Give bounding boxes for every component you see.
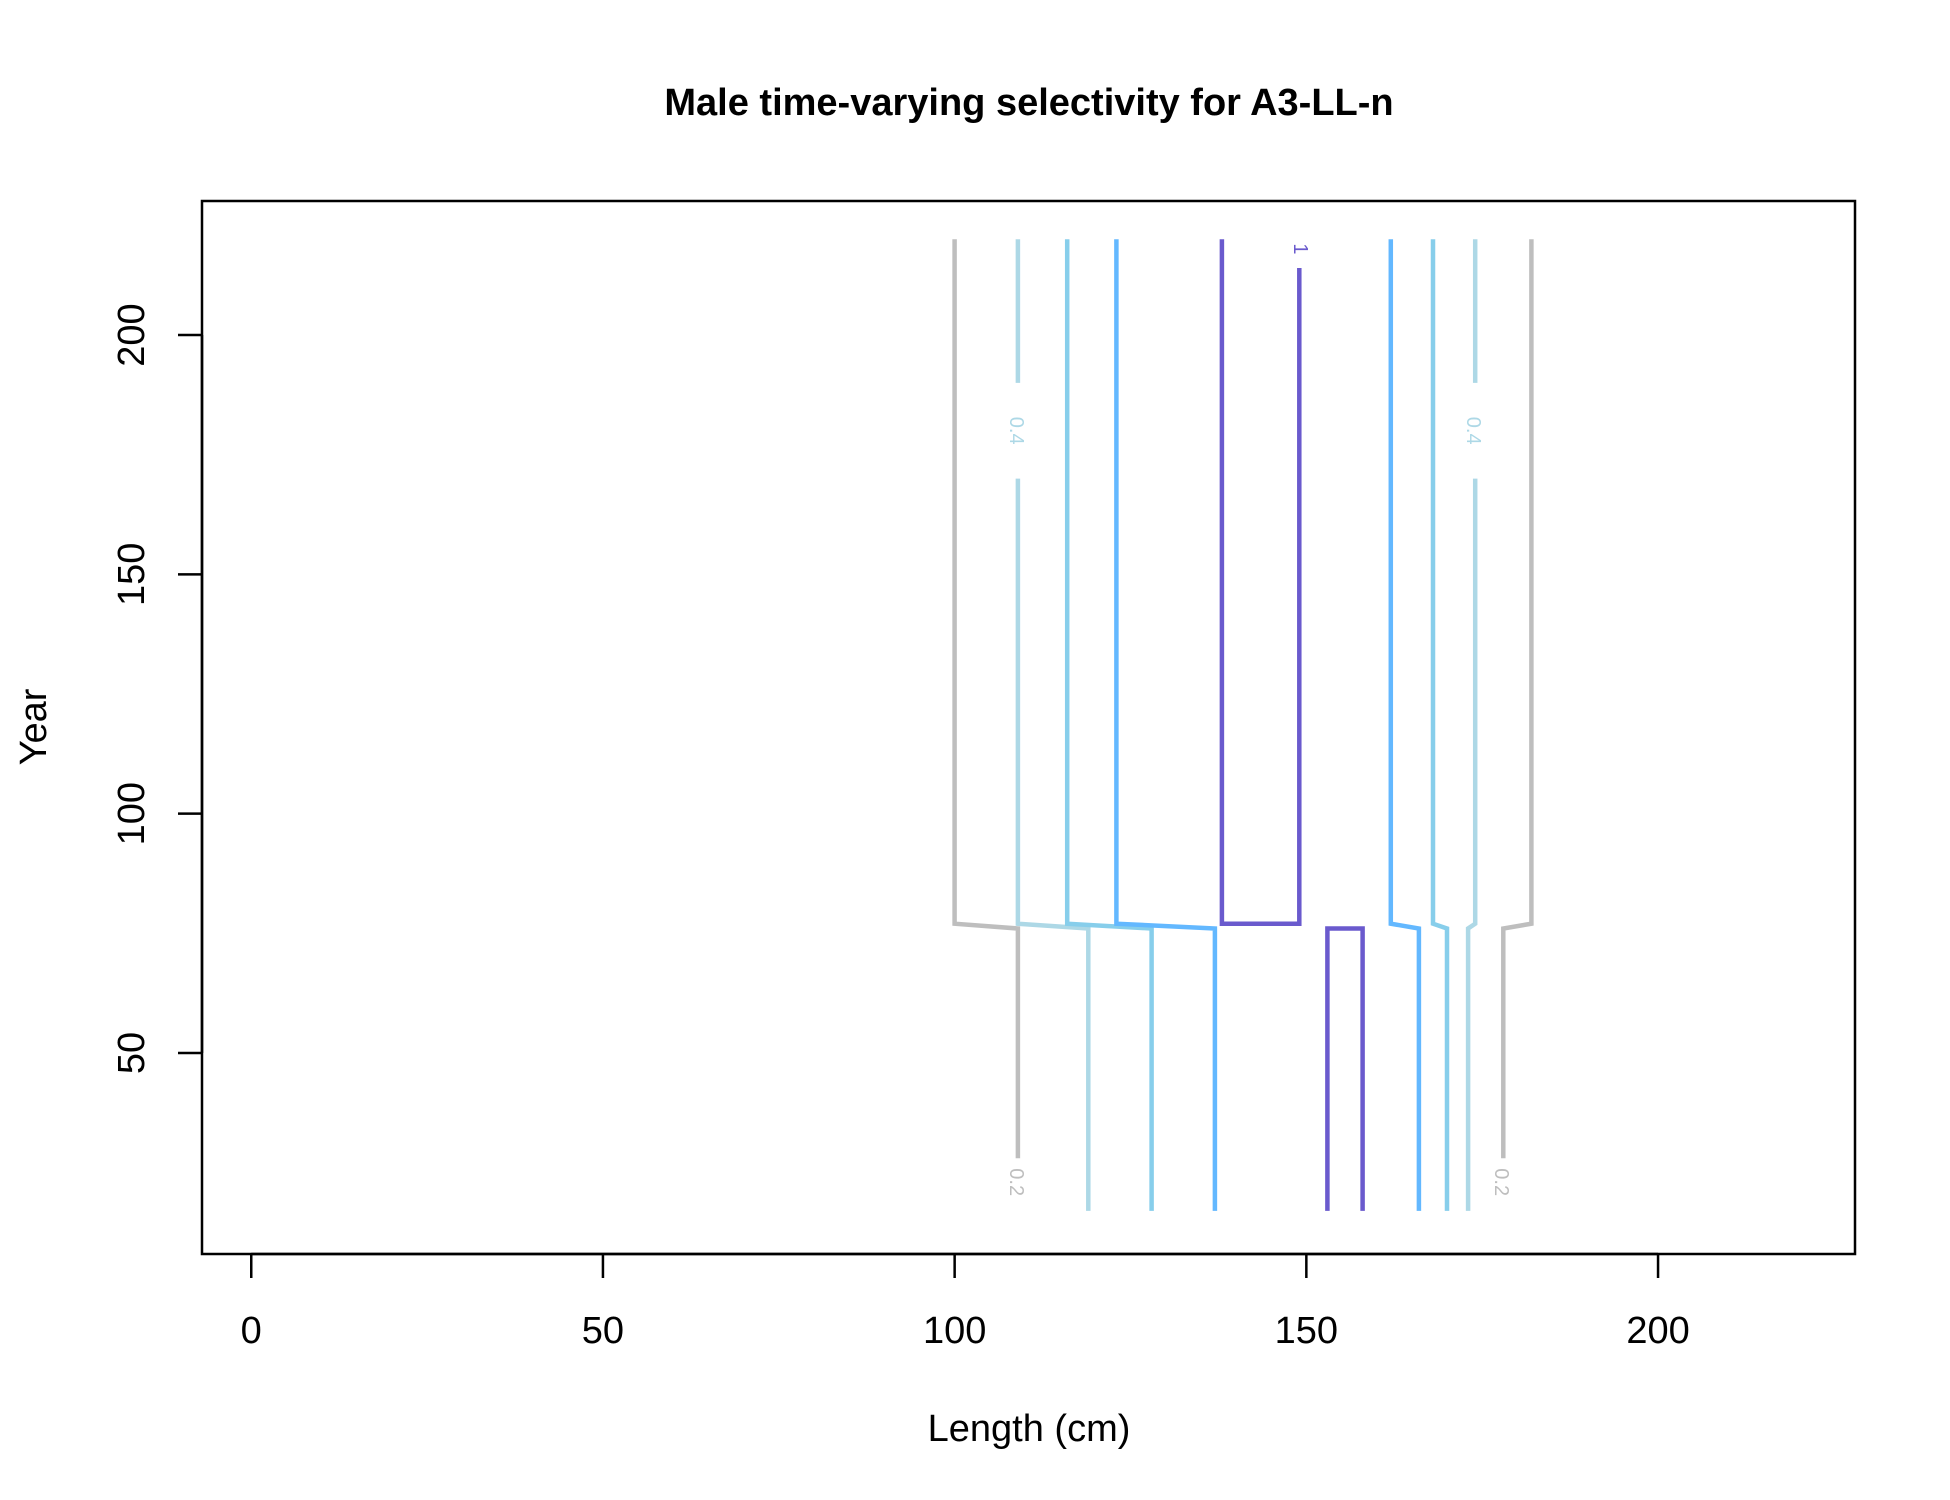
contour-lines — [952, 239, 1534, 1211]
y-axis-label: Year — [13, 688, 55, 765]
contour-line-0-4 — [1465, 478, 1478, 1211]
contour-label: 0.2 — [1005, 1168, 1027, 1196]
y-tick-label: 50 — [111, 1032, 153, 1074]
x-tick-label: 150 — [1275, 1310, 1338, 1352]
contour-line-0-6 — [1430, 239, 1450, 1211]
y-tick-label: 200 — [111, 303, 153, 366]
contour-line-0-6 — [1064, 239, 1154, 1211]
contour-line-1 — [1325, 926, 1365, 1211]
contour-label: 0.4 — [1462, 417, 1484, 445]
x-tick-label: 200 — [1626, 1310, 1689, 1352]
contour-line-0-2 — [952, 239, 1021, 1159]
plot-area-frame — [200, 199, 1857, 1256]
contour-line-0-8 — [1114, 239, 1218, 1211]
chart-title: Male time-varying selectivity for A3-LL-… — [664, 82, 1393, 124]
y-axis: 50 100 150 200 — [111, 303, 204, 1074]
x-tick-label: 50 — [582, 1310, 624, 1352]
contour-line-0-4 — [1015, 478, 1091, 1211]
contour-line-1 — [1219, 239, 1302, 926]
contour-label: 1 — [1289, 243, 1311, 254]
y-tick-label: 150 — [111, 543, 153, 606]
contour-labels: 0.2 0.2 0.4 0.4 1 — [1005, 243, 1512, 1196]
x-tick-label: 100 — [923, 1310, 986, 1352]
contour-label: 0.4 — [1005, 417, 1027, 445]
x-tick-label: 0 — [241, 1310, 262, 1352]
contour-line-0-8 — [1388, 239, 1422, 1211]
x-axis: 0 50 100 150 200 — [241, 1252, 1690, 1352]
x-axis-label: Length (cm) — [928, 1408, 1131, 1450]
contour-line-0-2 — [1501, 239, 1534, 1159]
contour-label: 0.2 — [1490, 1168, 1512, 1196]
y-tick-label: 100 — [111, 782, 153, 845]
